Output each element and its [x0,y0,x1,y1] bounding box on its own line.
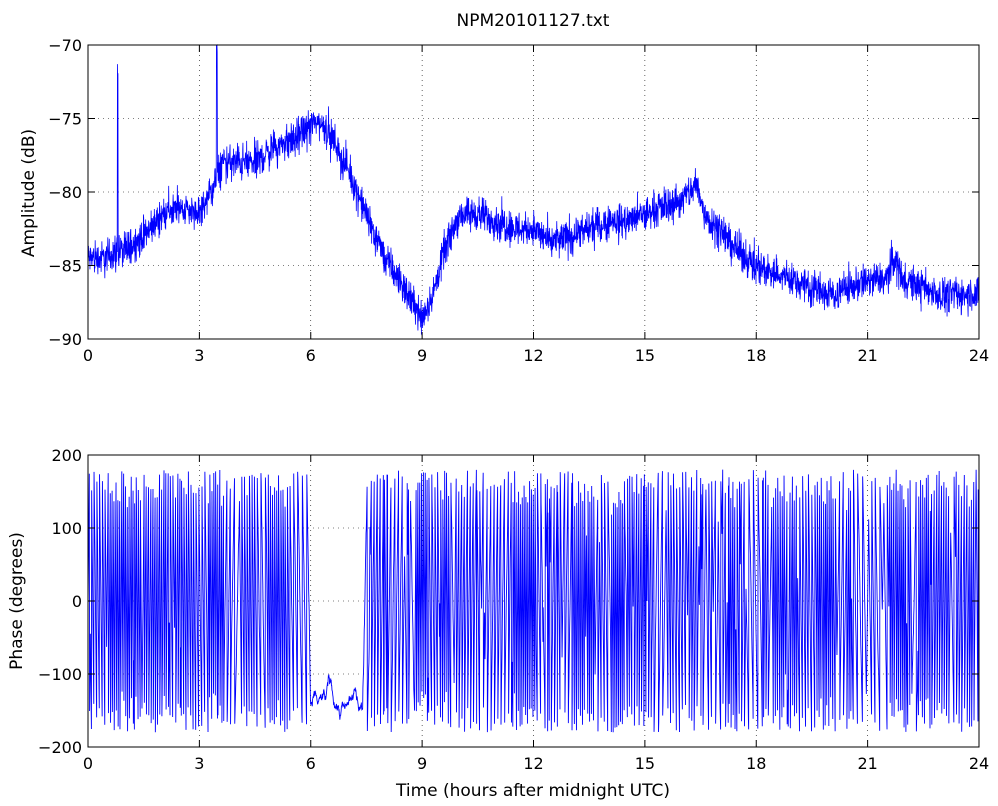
phase-x-tick-label: 12 [523,754,543,773]
phase-line [87,469,980,733]
phase-x-tick-label: 6 [306,754,316,773]
amplitude-line [87,44,980,335]
phase-y-tick-label: −200 [38,738,82,757]
phase-x-tick-label: 24 [969,754,989,773]
chart-title: NPM20101127.txt [457,11,610,31]
amplitude-x-tick-label: 12 [523,346,543,365]
amplitude-y-tick-label: −85 [48,257,82,276]
amplitude-x-tick-label: 24 [969,346,989,365]
amplitude-grid [88,45,979,339]
amplitude-x-tick-label: 3 [194,346,204,365]
amplitude-y-tick-label: −75 [48,110,82,129]
phase-y-tick-label: −100 [38,665,82,684]
amplitude-x-tick-label: 0 [83,346,93,365]
amplitude-ticks: 0 3 6 9 12 15 18 21 24 −90 −85 −80 −75 −70 [48,36,989,365]
phase-panel: Phase (degrees) Time (hours after midnig… [7,446,989,801]
phase-y-tick-label: 200 [51,446,82,465]
amplitude-x-tick-label: 6 [306,346,316,365]
phase-y-tick-label: 0 [72,592,82,611]
phase-x-tick-label: 3 [194,754,204,773]
amplitude-y-axis-label: Amplitude (dB) [19,129,39,257]
amplitude-y-tick-label: −80 [48,183,82,202]
phase-y-axis-label: Phase (degrees) [7,532,27,670]
amplitude-x-tick-label: 9 [417,346,427,365]
time-x-axis-label: Time (hours after midnight UTC) [395,781,670,801]
amplitude-y-tick-label: −90 [48,330,82,349]
phase-ticks: 0 3 6 9 12 15 18 21 24 −200 −100 0 100 200 [38,446,989,773]
amplitude-x-tick-label: 18 [746,346,766,365]
amplitude-x-tick-label: 21 [857,346,877,365]
amplitude-series [87,44,980,335]
phase-x-tick-label: 9 [417,754,427,773]
phase-y-tick-label: 100 [51,519,82,538]
phase-series [87,469,980,733]
phase-x-tick-label: 21 [857,754,877,773]
phase-x-tick-label: 18 [746,754,766,773]
amplitude-panel: NPM20101127.txt Amplitude (dB) 0 3 6 9 12 15 1… [19,11,989,365]
amplitude-x-tick-label: 15 [635,346,655,365]
phase-x-tick-label: 15 [635,754,655,773]
amplitude-y-tick-label: −70 [48,36,82,55]
phase-x-tick-label: 0 [83,754,93,773]
